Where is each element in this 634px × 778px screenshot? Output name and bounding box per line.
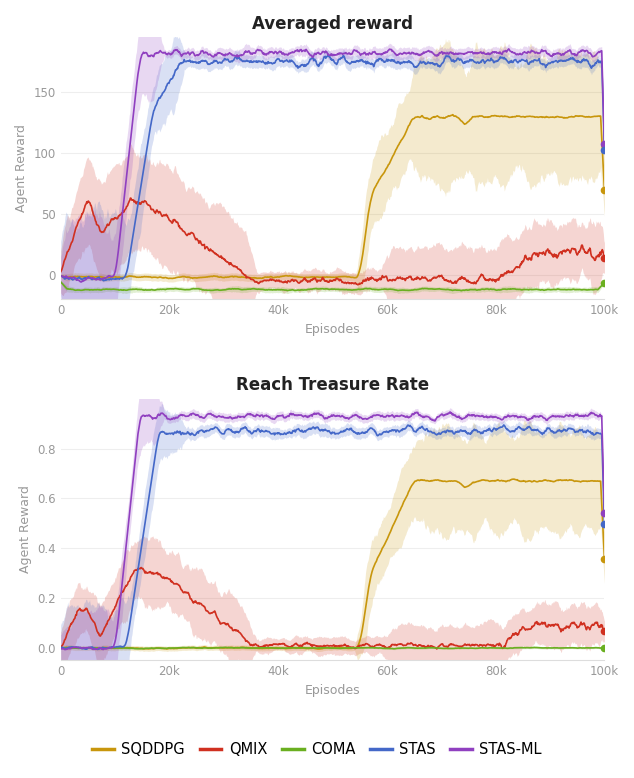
Point xyxy=(599,506,609,519)
Y-axis label: Agent Reward: Agent Reward xyxy=(18,485,32,573)
Point xyxy=(599,252,609,265)
Y-axis label: Agent Reward: Agent Reward xyxy=(15,124,28,212)
Point xyxy=(599,276,609,289)
Title: Averaged reward: Averaged reward xyxy=(252,15,413,33)
Point xyxy=(599,642,609,654)
X-axis label: Episodes: Episodes xyxy=(305,323,360,335)
Point xyxy=(599,138,609,150)
Legend: SQDDPG, QMIX, COMA, STAS, STAS-ML: SQDDPG, QMIX, COMA, STAS, STAS-ML xyxy=(86,736,548,763)
Point xyxy=(599,625,609,637)
Title: Reach Treasure Rate: Reach Treasure Rate xyxy=(236,377,429,394)
X-axis label: Episodes: Episodes xyxy=(305,684,360,697)
Point xyxy=(599,517,609,530)
Point xyxy=(599,184,609,197)
Point xyxy=(599,552,609,565)
Point xyxy=(599,144,609,156)
